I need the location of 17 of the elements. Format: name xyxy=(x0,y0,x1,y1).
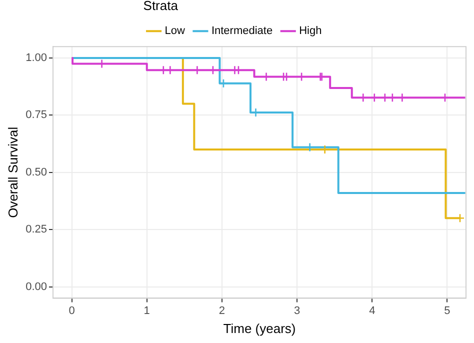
x-tick-label: 3 xyxy=(294,304,300,317)
y-tick-label: 0.25 xyxy=(26,224,48,236)
legend-label: Low xyxy=(164,25,186,38)
y-tick-label: 0.75 xyxy=(26,109,48,122)
x-tick-label: 2 xyxy=(218,304,226,317)
x-tick-label: 5 xyxy=(444,304,450,317)
y-tick-label: 1.00 xyxy=(26,52,48,64)
legend-label: Intermediate xyxy=(211,25,273,38)
x-tick-label: 4 xyxy=(369,304,376,317)
x-axis-title: Time (years) xyxy=(223,320,296,336)
x-tick-label: 0 xyxy=(68,304,75,317)
legend-label: High xyxy=(299,25,322,38)
x-tick-label: 1 xyxy=(144,304,150,317)
legend-title: Strata xyxy=(143,0,179,14)
y-tick-label: 0.00 xyxy=(26,280,48,293)
y-tick-label: 0.50 xyxy=(26,166,48,178)
y-axis-title: Overall Survival xyxy=(5,126,20,218)
